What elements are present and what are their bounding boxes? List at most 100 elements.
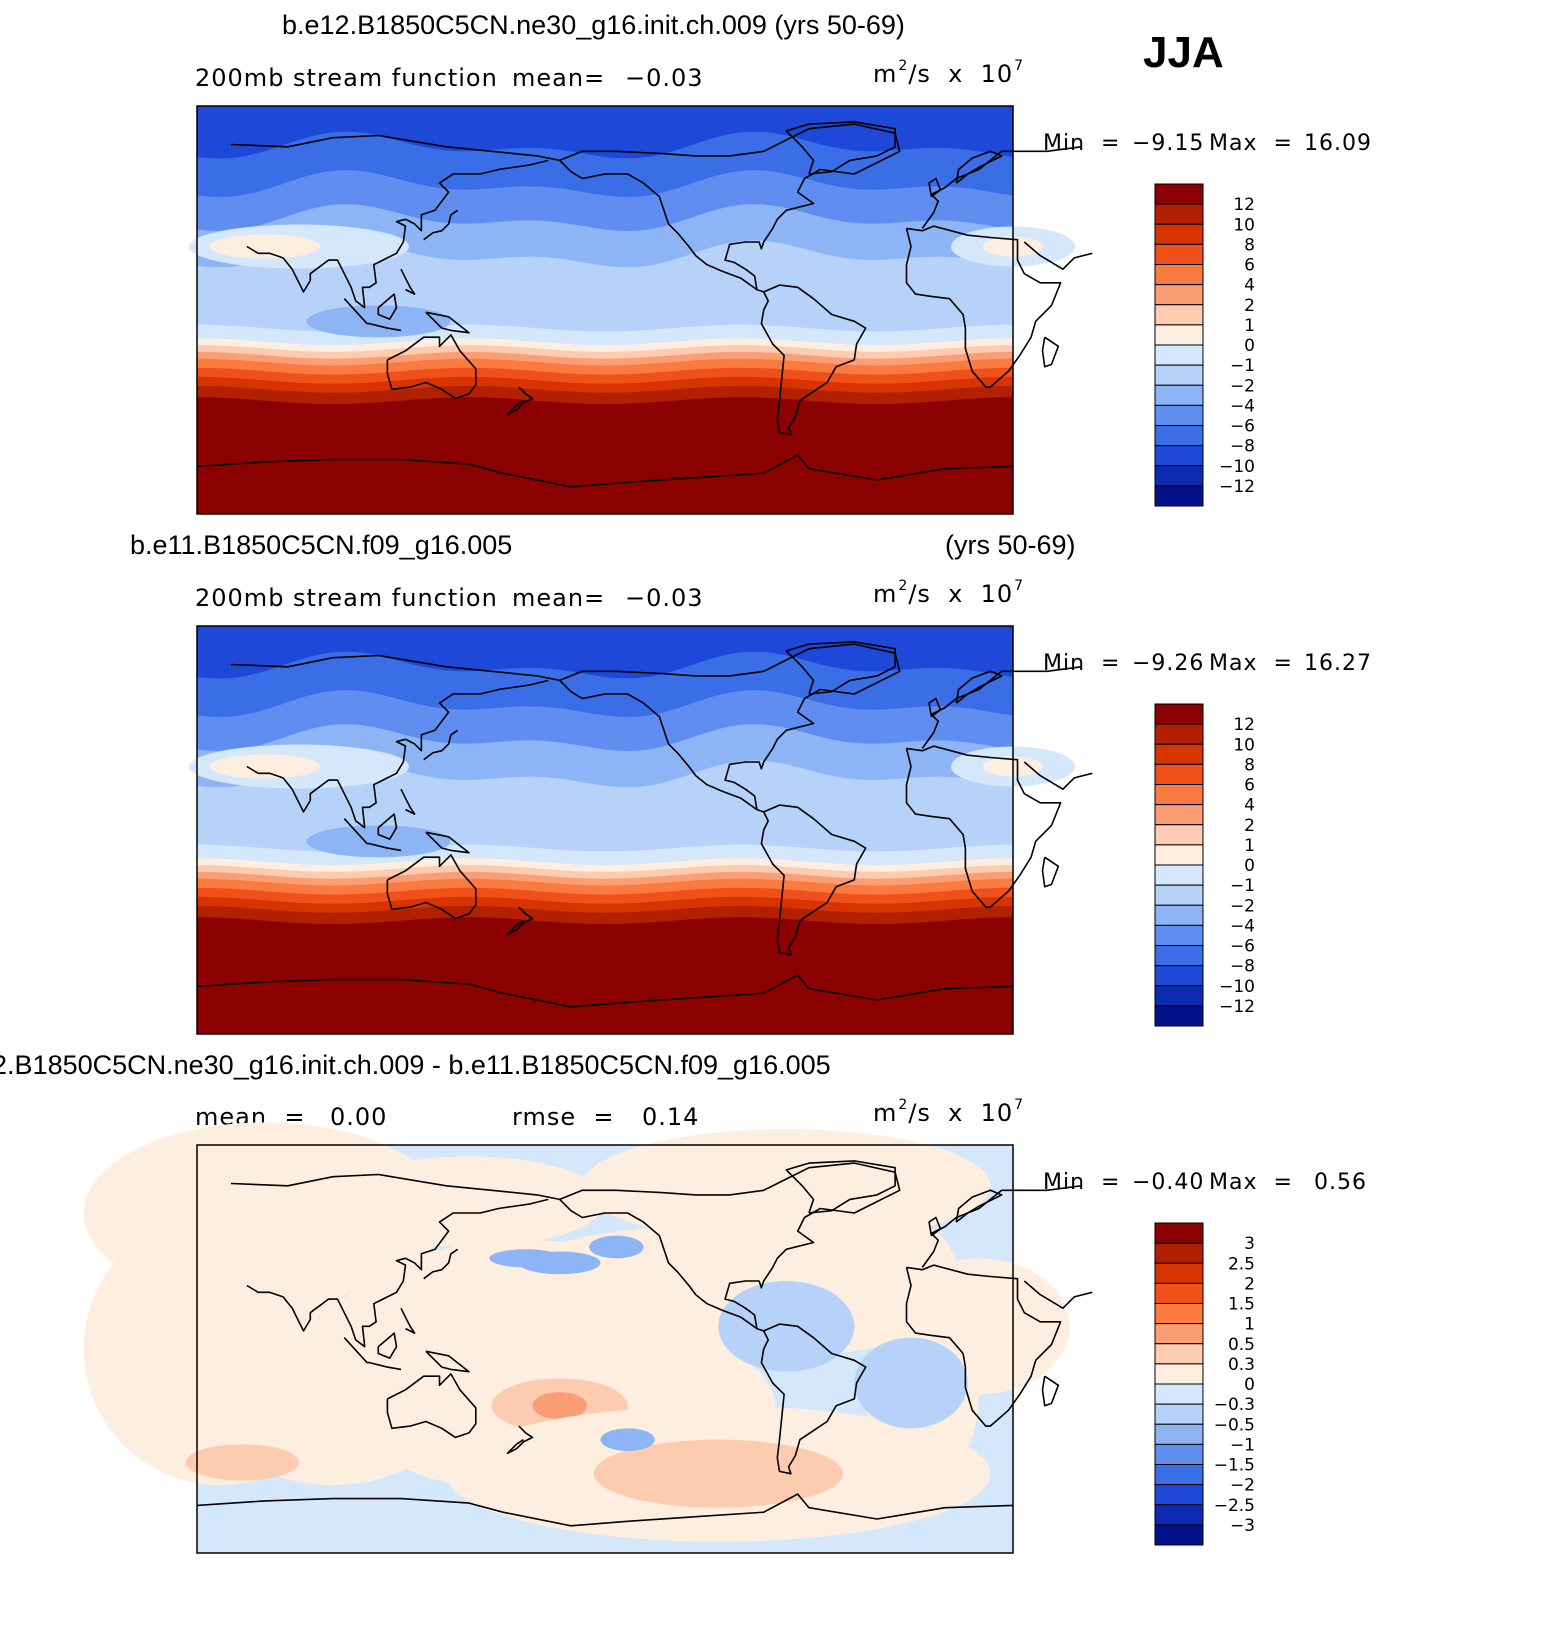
colorbar-swatch [1154, 1403, 1204, 1425]
coastline [425, 1350, 470, 1373]
colorbar-3: 32.521.510.50.30−0.3−0.5−1−1.5−2−2.5−3 [1154, 1222, 1255, 1546]
colorbar-swatch [1154, 945, 1204, 967]
coastline [230, 134, 1082, 229]
coastline [785, 121, 896, 175]
coastline [760, 284, 867, 436]
panel-2-mean-label: mean= [512, 584, 606, 612]
colorbar-tick-label: −6 [1230, 417, 1255, 437]
coastline [425, 831, 470, 854]
colorbar-swatch [1154, 1282, 1204, 1304]
colorbar-swatch [1154, 304, 1204, 326]
coastline [559, 643, 901, 813]
colorbar-swatch [1154, 824, 1204, 846]
coastline [423, 1248, 459, 1280]
colorbar-swatch [1154, 904, 1204, 926]
colorbar-swatch [1154, 844, 1204, 866]
colorbar-tick-label: 12 [1233, 195, 1255, 215]
colorbar-tick-label: 4 [1244, 796, 1255, 816]
colorbar-tick-label: −8 [1230, 437, 1255, 457]
coastline [246, 679, 1093, 829]
colorbar-tick-label: −10 [1219, 457, 1255, 477]
coastlines [196, 641, 1093, 1008]
colorbar-swatch [1154, 965, 1204, 987]
colorbar-tick-label: −1 [1230, 356, 1255, 376]
colorbar-swatch [1154, 1484, 1204, 1506]
coastline [506, 1425, 534, 1455]
colorbar-tick-label: −1 [1230, 876, 1255, 896]
colorbar-swatch [1154, 784, 1204, 806]
contour-band [197, 930, 1013, 1034]
panel-1-mean-label: mean= [512, 64, 606, 92]
contour-blob [589, 1235, 644, 1259]
colorbar-tick-label: −0.5 [1214, 1415, 1255, 1435]
colorbar-tick-label: 0 [1244, 856, 1255, 876]
colorbar-tick-label: 3 [1244, 1234, 1255, 1254]
contour-blob [600, 1428, 655, 1451]
contour-blob [306, 305, 451, 338]
coastline [785, 641, 896, 695]
colorbar-swatch [1154, 1383, 1204, 1405]
coastline [559, 1162, 901, 1332]
coastline [559, 123, 901, 293]
panel-1-units: m2/s x 107 [873, 58, 1025, 88]
colorbar-swatch [1154, 203, 1204, 225]
colorbar-swatch [1154, 1443, 1204, 1465]
coastline [955, 1189, 1003, 1223]
colorbar-swatch [1154, 344, 1204, 366]
colorbar-tick-label: 4 [1244, 276, 1255, 296]
panel-2-years: (yrs 50-69) [945, 530, 1076, 560]
colorbar-tick-label: −8 [1230, 957, 1255, 977]
panel-3-title: e12.B1850C5CN.ne30_g16.init.ch.009 - b.e… [0, 1050, 831, 1080]
panel-1-min-label: Min = [1043, 131, 1121, 156]
panel-1-mean-value: −0.03 [625, 64, 704, 92]
colorbar-tick-label: 0.3 [1228, 1355, 1255, 1375]
coastline [230, 1173, 1082, 1268]
coastline [905, 745, 1062, 908]
coastline [559, 159, 758, 291]
colorbar-tick-label: 2 [1244, 296, 1255, 316]
coastline [400, 788, 416, 815]
colorbar-swatch [1154, 924, 1204, 946]
panel-2-max-value: 16.27 [1304, 651, 1372, 676]
map-frame [196, 105, 1014, 515]
colorbar-swatch [1154, 324, 1204, 346]
colorbar-tick-label: −2 [1230, 376, 1255, 396]
coastline [343, 818, 402, 852]
coastline [955, 150, 1003, 184]
coastline [400, 268, 416, 295]
coastline [196, 974, 1014, 1008]
coastline [506, 906, 534, 936]
colorbar-tick-label: 2.5 [1228, 1254, 1255, 1274]
colorbar-tick-label: 2 [1244, 1274, 1255, 1294]
panel-3-units: m2/s x 107 [873, 1097, 1025, 1127]
map-frame [196, 1144, 1014, 1554]
contour-blob [673, 1190, 855, 1281]
panel-2-min-value: −9.26 [1132, 651, 1205, 676]
colorbar-swatch [1154, 364, 1204, 386]
coastline [425, 311, 470, 334]
coastline [343, 1337, 402, 1371]
colorbar-swatch [1154, 284, 1204, 306]
coastline [246, 1198, 1093, 1348]
coastline [400, 1307, 416, 1334]
colorbar-tick-label: −1 [1230, 1435, 1255, 1455]
coastline [928, 1216, 942, 1237]
coastline [1041, 856, 1060, 888]
map-panel-3 [83, 1122, 1093, 1554]
coastline [760, 804, 867, 956]
colorbar-swatch [1154, 1343, 1204, 1365]
panel-3-mean-value: 0.00 [330, 1103, 388, 1131]
contour-blob [306, 825, 451, 858]
panel-2-title: b.e11.B1850C5CN.f09_g16.005 [130, 530, 513, 560]
panel-3-rmse-value: 0.14 [642, 1103, 700, 1131]
coastline [559, 1198, 758, 1330]
colorbar-swatch [1154, 884, 1204, 906]
contour-blob [185, 1444, 299, 1481]
panel-2-units: m2/s x 107 [873, 578, 1025, 608]
colorbar-tick-label: 10 [1233, 215, 1255, 235]
panel-1-max-label: Max = [1209, 131, 1293, 156]
contour-band [197, 410, 1013, 514]
colorbar-swatch [1154, 404, 1204, 426]
